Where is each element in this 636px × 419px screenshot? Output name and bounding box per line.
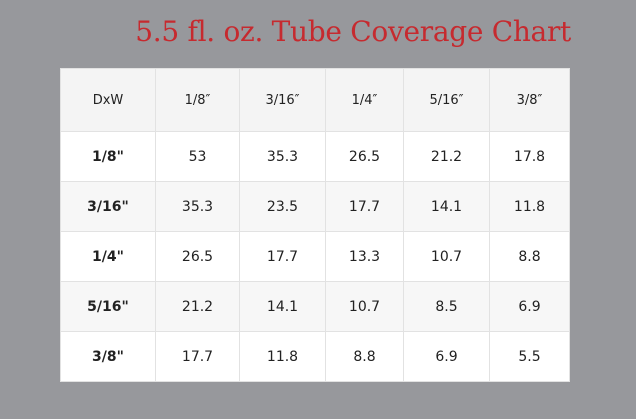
table-cell: 10.7	[325, 281, 404, 332]
table-cell: 23.5	[239, 181, 326, 232]
header-row: DxW 1/8″ 3/16″ 1/4″ 5/16″ 3/8″	[60, 68, 570, 132]
table-cell: 21.2	[403, 131, 490, 182]
column-header-cell: 5/16″	[403, 68, 490, 132]
table-cell: 8.8	[325, 331, 404, 382]
table-cell: 6.9	[489, 281, 570, 332]
chart-title: 5.5 fl. oz. Tube Coverage Chart	[135, 15, 571, 48]
table-cell: 10.7	[403, 231, 490, 282]
column-header-cell: 3/16″	[239, 68, 326, 132]
table-row: 3/16" 35.3 23.5 17.7 14.1 11.8	[60, 181, 570, 232]
table-cell: 11.8	[239, 331, 326, 382]
table-cell: 8.5	[403, 281, 490, 332]
table-cell: 13.3	[325, 231, 404, 282]
table-cell: 21.2	[155, 281, 240, 332]
table-cell: 26.5	[325, 131, 404, 182]
row-header-cell: 1/8"	[60, 131, 156, 182]
table-cell: 17.7	[325, 181, 404, 232]
row-header-cell: 5/16"	[60, 281, 156, 332]
table-cell: 35.3	[239, 131, 326, 182]
coverage-table: DxW 1/8″ 3/16″ 1/4″ 5/16″ 3/8″ 1/8" 53 3…	[60, 68, 570, 382]
table-cell: 17.8	[489, 131, 570, 182]
table-cell: 26.5	[155, 231, 240, 282]
table-cell: 8.8	[489, 231, 570, 282]
table-cell: 35.3	[155, 181, 240, 232]
table-cell: 5.5	[489, 331, 570, 382]
table-row: 5/16" 21.2 14.1 10.7 8.5 6.9	[60, 281, 570, 332]
column-header-cell: 1/8″	[155, 68, 240, 132]
table-row: 1/8" 53 35.3 26.5 21.2 17.8	[60, 131, 570, 182]
table-cell: 17.7	[155, 331, 240, 382]
table-cell: 14.1	[403, 181, 490, 232]
coverage-table-container: DxW 1/8″ 3/16″ 1/4″ 5/16″ 3/8″ 1/8" 53 3…	[60, 68, 570, 382]
table-cell: 17.7	[239, 231, 326, 282]
table-row: 1/4" 26.5 17.7 13.3 10.7 8.8	[60, 231, 570, 282]
row-header-cell: 1/4"	[60, 231, 156, 282]
corner-header-cell: DxW	[60, 68, 156, 132]
table-cell: 53	[155, 131, 240, 182]
column-header-cell: 3/8″	[489, 68, 570, 132]
table-cell: 14.1	[239, 281, 326, 332]
row-header-cell: 3/8"	[60, 331, 156, 382]
row-header-cell: 3/16"	[60, 181, 156, 232]
table-cell: 6.9	[403, 331, 490, 382]
table-row: 3/8" 17.7 11.8 8.8 6.9 5.5	[60, 331, 570, 382]
column-header-cell: 1/4″	[325, 68, 404, 132]
table-cell: 11.8	[489, 181, 570, 232]
